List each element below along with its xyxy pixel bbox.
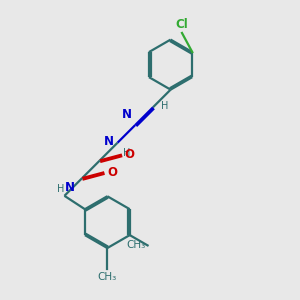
Text: N: N xyxy=(104,135,114,148)
Text: N: N xyxy=(122,108,131,121)
Text: N: N xyxy=(64,182,74,194)
Text: Cl: Cl xyxy=(176,18,188,31)
Text: O: O xyxy=(107,166,117,179)
Text: H: H xyxy=(122,148,130,158)
Text: H: H xyxy=(57,184,64,194)
Text: O: O xyxy=(125,148,135,161)
Text: CH₃: CH₃ xyxy=(127,240,146,250)
Text: H: H xyxy=(161,101,169,111)
Text: CH₃: CH₃ xyxy=(98,272,117,282)
